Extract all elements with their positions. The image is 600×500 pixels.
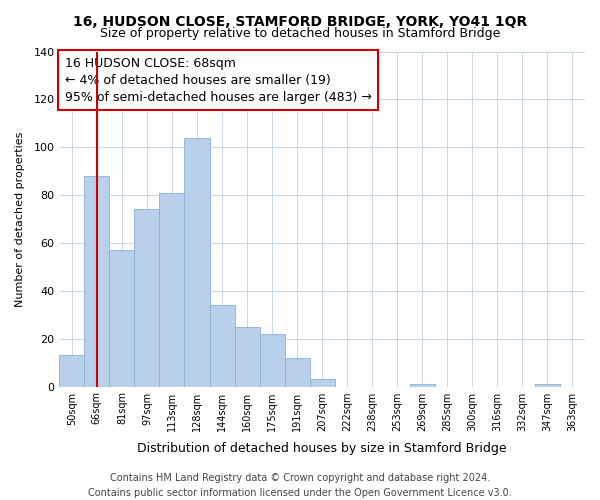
Bar xyxy=(59,356,85,386)
Bar xyxy=(535,384,560,386)
Bar xyxy=(85,176,109,386)
Bar xyxy=(134,210,160,386)
Bar xyxy=(184,138,209,386)
Y-axis label: Number of detached properties: Number of detached properties xyxy=(15,132,25,306)
Bar xyxy=(284,358,310,386)
Text: 16 HUDSON CLOSE: 68sqm
← 4% of detached houses are smaller (19)
95% of semi-deta: 16 HUDSON CLOSE: 68sqm ← 4% of detached … xyxy=(65,56,371,104)
Bar xyxy=(410,384,435,386)
Text: 16, HUDSON CLOSE, STAMFORD BRIDGE, YORK, YO41 1QR: 16, HUDSON CLOSE, STAMFORD BRIDGE, YORK,… xyxy=(73,15,527,29)
Bar xyxy=(160,192,184,386)
Bar xyxy=(310,380,335,386)
Text: Contains HM Land Registry data © Crown copyright and database right 2024.
Contai: Contains HM Land Registry data © Crown c… xyxy=(88,472,512,498)
Text: Size of property relative to detached houses in Stamford Bridge: Size of property relative to detached ho… xyxy=(100,28,500,40)
Bar xyxy=(235,326,260,386)
Bar xyxy=(109,250,134,386)
X-axis label: Distribution of detached houses by size in Stamford Bridge: Distribution of detached houses by size … xyxy=(137,442,507,455)
Bar xyxy=(260,334,284,386)
Bar xyxy=(209,305,235,386)
